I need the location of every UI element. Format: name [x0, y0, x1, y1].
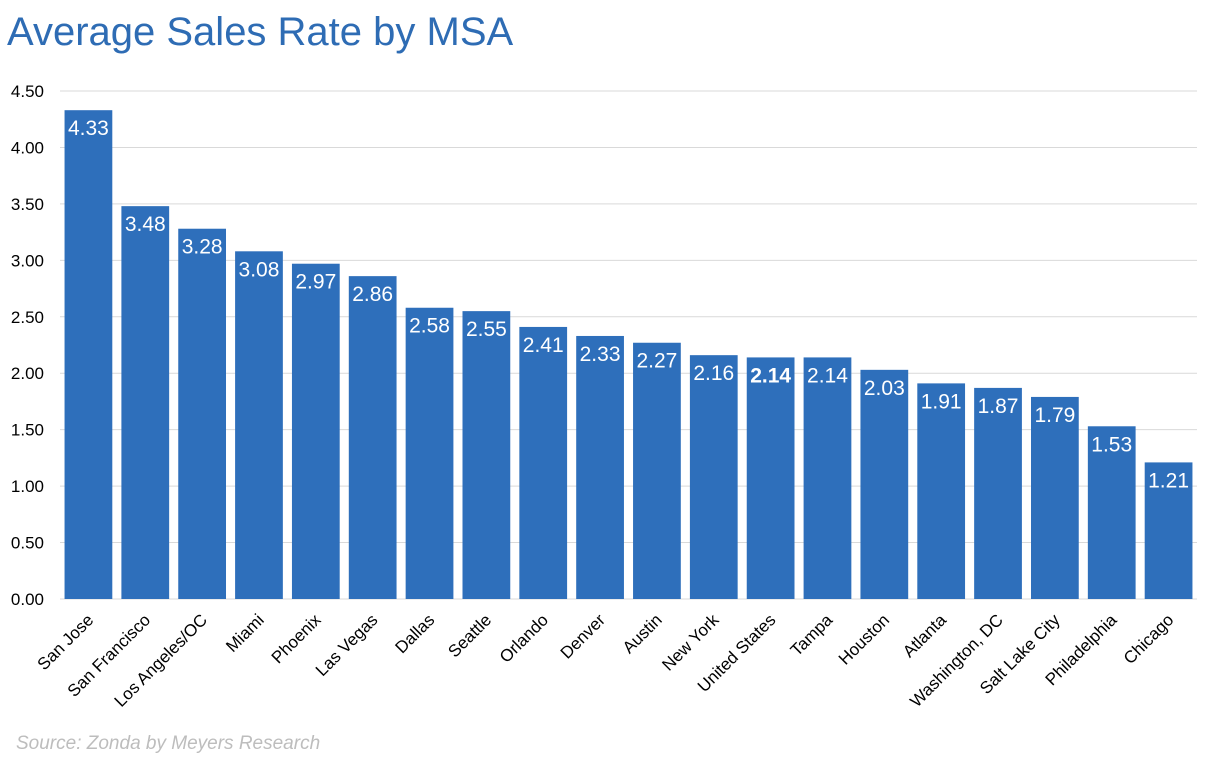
bar	[860, 369, 909, 599]
bar-value-label: 2.33	[580, 343, 621, 366]
bar-value-label: 3.08	[239, 258, 280, 281]
y-tick-label: 4.00	[11, 138, 44, 157]
bar-value-labels: 4.33 3.48 3.28 3.08 2.97 2.86 2.58 2.55 2.41 2.33…	[68, 117, 1189, 492]
x-category-label: Dallas	[392, 610, 439, 657]
chart-title: Average Sales Rate by MSA	[7, 10, 514, 54]
x-category-label: Atlanta	[899, 610, 950, 661]
gridlines	[60, 90, 1197, 600]
bar	[178, 228, 227, 600]
y-tick-label: 3.50	[11, 195, 44, 214]
bar	[64, 110, 113, 600]
y-tick-label: 1.00	[11, 477, 44, 496]
bar	[917, 383, 966, 599]
bar-value-label: 2.97	[295, 271, 336, 294]
bar	[1087, 426, 1136, 599]
bar	[291, 263, 340, 599]
bar	[235, 251, 283, 599]
x-category-label: Miami	[222, 610, 267, 655]
x-category-label: Austin	[619, 610, 666, 657]
bar-value-label: 2.14	[750, 364, 791, 387]
bar-value-label: 2.16	[693, 362, 734, 385]
bar-value-label: 2.14	[807, 364, 848, 387]
y-tick-label: 2.00	[11, 364, 44, 383]
bar-value-label: 4.33	[68, 117, 109, 140]
x-category-label: Chicago	[1120, 610, 1178, 668]
y-tick-label: 3.00	[11, 251, 44, 270]
bar	[1030, 396, 1079, 599]
bar-value-label: 2.27	[636, 350, 677, 373]
bar	[633, 342, 681, 599]
bar-value-label: 1.91	[921, 390, 962, 413]
bar-value-label: 2.03	[864, 377, 905, 400]
source-note: Source: Zonda by Meyers Research	[16, 733, 321, 754]
bar	[746, 357, 795, 599]
bar-value-label: 1.21	[1148, 469, 1189, 492]
y-axis-tick-labels: 0.00 0.50 1.00 1.50 2.00 2.50 3.00 3.50 4.00 4.50	[11, 82, 44, 609]
bar	[689, 355, 738, 599]
x-category-label: Phoenix	[268, 610, 325, 667]
x-category-label: Orlando	[496, 610, 552, 666]
x-category-label: Seattle	[444, 610, 495, 661]
bars	[64, 110, 1193, 600]
bar-value-label: 2.86	[352, 283, 393, 306]
bar-value-label: 3.48	[125, 213, 166, 236]
y-tick-label: 1.50	[11, 421, 44, 440]
bar	[405, 307, 454, 599]
bar	[462, 311, 511, 599]
y-tick-label: 4.50	[11, 82, 44, 101]
bar-value-label: 2.41	[523, 334, 564, 357]
bar	[519, 326, 568, 599]
bar-value-label: 2.58	[409, 315, 450, 338]
x-category-label: Tampa	[787, 610, 837, 660]
bar	[576, 335, 624, 599]
bar	[1144, 462, 1193, 599]
x-category-label: Houston	[835, 610, 893, 668]
x-category-label: Las Vegas	[312, 610, 382, 680]
bar	[348, 276, 397, 599]
bar	[974, 387, 1022, 599]
y-tick-label: 2.50	[11, 308, 44, 327]
bar-value-label: 1.53	[1091, 433, 1132, 456]
bar-value-label: 3.28	[182, 236, 223, 259]
bar-value-label: 1.79	[1034, 404, 1075, 427]
x-category-label: Denver	[557, 610, 609, 662]
y-tick-label: 0.00	[11, 590, 44, 609]
bar-value-label: 2.55	[466, 318, 507, 341]
bar-value-label: 1.87	[978, 395, 1019, 418]
bar	[121, 206, 170, 599]
y-tick-label: 0.50	[11, 534, 44, 553]
bar	[803, 357, 852, 599]
